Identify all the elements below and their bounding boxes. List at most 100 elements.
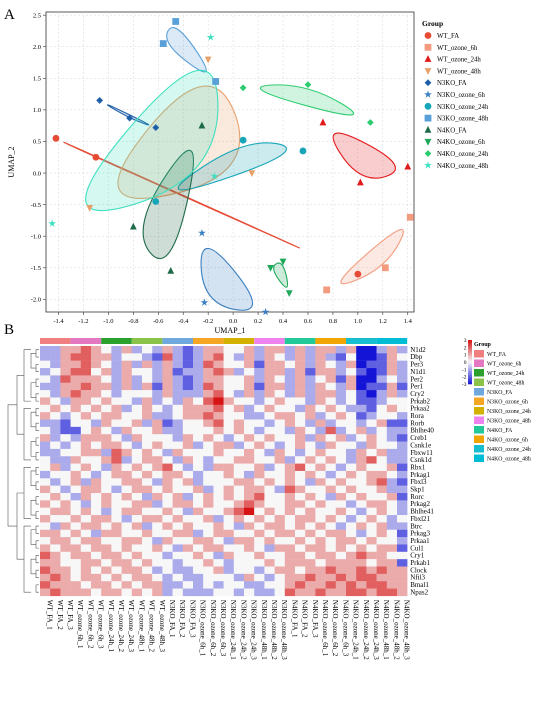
colorbar-segment bbox=[468, 373, 472, 376]
heatmap-cell bbox=[172, 559, 183, 567]
point-diamond bbox=[126, 114, 133, 122]
heatmap-cell bbox=[284, 470, 296, 479]
heatmap-cell bbox=[121, 493, 132, 501]
heatmap-cell bbox=[386, 566, 398, 575]
heatmap-cell bbox=[172, 404, 183, 413]
heatmap-cell bbox=[111, 368, 122, 376]
heatmap-cell bbox=[244, 456, 255, 464]
heatmap-cell bbox=[264, 493, 275, 501]
heatmap-cell bbox=[162, 566, 173, 575]
heatmap-cell bbox=[376, 368, 387, 376]
colorbar-tick-label: -2 bbox=[462, 375, 467, 381]
heatmap-cell bbox=[193, 463, 204, 472]
heatmap-cell bbox=[50, 448, 61, 457]
legend-swatch-WT_FA bbox=[474, 350, 484, 358]
heatmap-cell bbox=[152, 360, 163, 369]
heatmap-cell bbox=[325, 581, 336, 589]
heatmap-cell bbox=[397, 493, 408, 501]
heatmap-cell bbox=[346, 346, 357, 354]
heatmap-cell bbox=[193, 404, 204, 413]
heatmap-cell bbox=[162, 346, 173, 354]
heatmap-cell bbox=[325, 493, 336, 501]
heatmap-cell bbox=[172, 493, 183, 501]
heatmap-cell bbox=[233, 529, 245, 538]
heatmap-cell bbox=[152, 368, 163, 376]
heatmap-cell bbox=[60, 588, 71, 597]
heatmap-cell bbox=[386, 485, 398, 494]
x-tick-label: -0.4 bbox=[178, 318, 189, 325]
legend-label: N3KO_FA bbox=[437, 80, 467, 87]
heatmap-cell bbox=[315, 551, 326, 560]
heatmap-cell bbox=[91, 544, 102, 552]
heatmap-cell bbox=[376, 522, 387, 530]
heatmap-cell bbox=[203, 456, 214, 464]
heatmap-cell bbox=[203, 368, 214, 376]
heatmap-cell bbox=[346, 581, 357, 589]
heatmap-cell bbox=[193, 397, 204, 405]
colorbar-segment bbox=[468, 342, 472, 345]
heatmap-cell bbox=[366, 390, 377, 398]
heatmap-cell bbox=[80, 404, 92, 413]
heatmap-cell bbox=[152, 382, 163, 391]
heatmap-cell bbox=[182, 404, 194, 413]
heatmap-cell bbox=[295, 588, 306, 597]
heatmap-cell bbox=[121, 463, 132, 472]
heatmap-cell bbox=[366, 588, 377, 597]
heatmap-cell bbox=[193, 456, 204, 464]
heatmap-cell bbox=[203, 463, 214, 472]
heatmap-cell bbox=[203, 353, 214, 361]
heatmap-cell bbox=[80, 493, 92, 501]
heatmap-cell bbox=[346, 493, 357, 501]
heatmap-cell bbox=[335, 566, 347, 575]
heatmap-cell bbox=[142, 412, 153, 420]
heatmap-cell bbox=[50, 360, 61, 369]
heatmap-cell bbox=[91, 346, 102, 354]
heatmap-cell bbox=[121, 441, 132, 450]
legend-swatch-N4KO_ozone_6h bbox=[474, 435, 484, 443]
heatmap-cell bbox=[101, 478, 112, 486]
heatmap-cell bbox=[397, 346, 408, 354]
legend-label: WT_ozone_48h bbox=[487, 381, 524, 387]
point-circle bbox=[152, 198, 160, 205]
heatmap-cell bbox=[101, 448, 112, 457]
heatmap-cell bbox=[213, 382, 224, 391]
heatmap-cell bbox=[346, 404, 357, 413]
heatmap-panel: N1d2DbpPer3N1d1Per2Per1Cry2Prkab2Prkaa2R… bbox=[7, 338, 531, 660]
hull-N4KO_ozone_48h bbox=[85, 69, 219, 212]
heatmap-cell bbox=[172, 346, 183, 354]
heatmap-cell bbox=[40, 478, 51, 486]
heatmap-cell bbox=[162, 448, 173, 457]
group-bar-N4KO_ozone_48h bbox=[376, 338, 408, 344]
heatmap-cell bbox=[244, 360, 255, 369]
heatmap-cell bbox=[213, 360, 224, 369]
heatmap-cell bbox=[162, 485, 173, 494]
colorbar-segment bbox=[468, 348, 472, 351]
heatmap-cell bbox=[264, 551, 275, 560]
heatmap-cell bbox=[325, 368, 336, 376]
heatmap-cell bbox=[213, 448, 224, 457]
heatmap-cell bbox=[254, 537, 265, 545]
heatmap-cell bbox=[101, 522, 112, 530]
heatmap-cell bbox=[244, 382, 255, 391]
heatmap-cell bbox=[356, 390, 367, 398]
point-square bbox=[381, 264, 389, 272]
heatmap-cell bbox=[295, 478, 306, 486]
column-label: WT_ozone_6h_2 bbox=[86, 600, 94, 649]
point-star bbox=[210, 172, 219, 180]
heatmap-cell bbox=[142, 382, 153, 391]
heatmap-cell bbox=[233, 581, 245, 589]
heatmap-cell bbox=[203, 581, 214, 589]
heatmap-cell bbox=[254, 470, 265, 479]
heatmap-cell bbox=[366, 456, 377, 464]
legend-swatch-WT_ozone_6h bbox=[474, 359, 484, 367]
heatmap-cell bbox=[305, 426, 316, 435]
heatmap-row-labels: N1d2DbpPer3N1d1Per2Per1Cry2Prkab2Prkaa2R… bbox=[410, 346, 434, 597]
legend-label: N4KO_FA bbox=[437, 127, 467, 134]
heatmap-cell bbox=[60, 426, 71, 435]
heatmap-cell bbox=[121, 529, 132, 538]
heatmap-cell bbox=[254, 360, 265, 369]
heatmap-cell bbox=[91, 493, 102, 501]
column-label: N3KO_ozone_24h_2 bbox=[239, 600, 247, 660]
heatmap-cell bbox=[40, 434, 51, 442]
heatmap-cell bbox=[325, 551, 336, 560]
